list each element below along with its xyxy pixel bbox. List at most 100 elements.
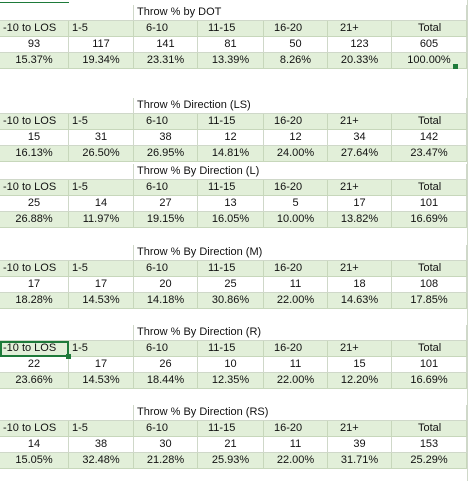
empty-cell[interactable] <box>0 325 69 341</box>
count-cell[interactable]: 13 <box>198 196 264 212</box>
percent-cell[interactable]: 16.69% <box>392 373 467 389</box>
percent-cell[interactable]: 11.97% <box>69 212 134 228</box>
empty-cell[interactable] <box>392 325 467 341</box>
percent-cell[interactable]: 25.93% <box>198 453 264 469</box>
percent-cell[interactable]: 23.66% <box>0 373 69 389</box>
count-cell[interactable]: 34 <box>328 130 392 146</box>
empty-cell[interactable] <box>392 405 467 421</box>
count-cell[interactable]: 5 <box>264 196 328 212</box>
column-header-cell[interactable]: 21+ <box>328 114 392 130</box>
column-header-cell[interactable]: 21+ <box>328 421 392 437</box>
percent-cell[interactable]: 26.88% <box>0 212 69 228</box>
empty-cell[interactable] <box>392 164 467 180</box>
column-header-cell[interactable]: 11-15 <box>198 261 264 277</box>
empty-cell[interactable] <box>69 325 134 341</box>
empty-cell[interactable] <box>198 5 264 21</box>
percent-cell[interactable]: 14.81% <box>198 146 264 162</box>
column-header-cell[interactable]: 11-15 <box>198 421 264 437</box>
count-cell[interactable]: 93 <box>0 37 69 53</box>
percent-cell[interactable]: 23.31% <box>134 53 198 69</box>
column-header-cell[interactable]: 11-15 <box>198 341 264 357</box>
count-cell[interactable]: 81 <box>198 37 264 53</box>
percent-cell[interactable]: 14.18% <box>134 293 198 309</box>
column-header-cell[interactable]: 1-5 <box>69 421 134 437</box>
column-header-cell[interactable]: Total <box>392 421 467 437</box>
percent-cell[interactable]: 25.29% <box>392 453 467 469</box>
percent-cell[interactable]: 15.05% <box>0 453 69 469</box>
count-cell[interactable]: 10 <box>198 357 264 373</box>
column-header-cell[interactable]: 6-10 <box>134 421 198 437</box>
column-header-cell[interactable]: -10 to LOS <box>0 180 69 196</box>
percent-cell[interactable]: 20.33% <box>328 53 392 69</box>
empty-cell[interactable] <box>198 164 264 180</box>
count-cell[interactable]: 605 <box>392 37 467 53</box>
count-cell[interactable]: 153 <box>392 437 467 453</box>
count-cell[interactable]: 50 <box>264 37 328 53</box>
column-header-cell[interactable]: Total <box>392 261 467 277</box>
column-header-cell[interactable]: Total <box>392 114 467 130</box>
count-cell[interactable]: 22 <box>0 357 69 373</box>
empty-cell[interactable] <box>392 98 467 114</box>
percent-cell[interactable]: 8.26% <box>264 53 328 69</box>
count-cell[interactable]: 27 <box>134 196 198 212</box>
percent-cell[interactable]: 27.64% <box>328 146 392 162</box>
percent-cell[interactable]: 15.37% <box>0 53 69 69</box>
count-cell[interactable]: 14 <box>0 437 69 453</box>
count-cell[interactable]: 11 <box>264 277 328 293</box>
column-header-cell[interactable]: Total <box>392 21 467 37</box>
column-header-cell[interactable]: 16-20 <box>264 21 328 37</box>
column-header-cell[interactable]: 16-20 <box>264 341 328 357</box>
count-cell[interactable]: 21 <box>198 437 264 453</box>
percent-cell[interactable]: 16.13% <box>0 146 69 162</box>
percent-cell[interactable]: 14.63% <box>328 293 392 309</box>
count-cell[interactable]: 17 <box>69 357 134 373</box>
empty-cell[interactable] <box>198 98 264 114</box>
count-cell[interactable]: 142 <box>392 130 467 146</box>
count-cell[interactable]: 15 <box>328 357 392 373</box>
column-header-cell[interactable]: 11-15 <box>198 180 264 196</box>
percent-cell[interactable]: 32.48% <box>69 453 134 469</box>
empty-cell[interactable] <box>264 405 328 421</box>
percent-cell[interactable]: 13.82% <box>328 212 392 228</box>
empty-cell[interactable] <box>0 164 69 180</box>
count-cell[interactable]: 108 <box>392 277 467 293</box>
count-cell[interactable]: 18 <box>328 277 392 293</box>
empty-cell[interactable] <box>328 405 392 421</box>
count-cell[interactable]: 141 <box>134 37 198 53</box>
empty-cell[interactable] <box>69 245 134 261</box>
column-header-cell[interactable]: 1-5 <box>69 180 134 196</box>
column-header-cell[interactable]: 1-5 <box>69 21 134 37</box>
empty-cell[interactable] <box>328 245 392 261</box>
percent-cell[interactable]: 21.28% <box>134 453 198 469</box>
percent-cell[interactable]: 14.53% <box>69 293 134 309</box>
empty-cell[interactable] <box>198 325 264 341</box>
column-header-cell[interactable]: 6-10 <box>134 180 198 196</box>
column-header-cell[interactable]: 1-5 <box>69 341 134 357</box>
percent-cell[interactable]: 100.00% <box>392 53 467 69</box>
percent-cell[interactable]: 31.71% <box>328 453 392 469</box>
column-header-cell[interactable]: 21+ <box>328 261 392 277</box>
empty-cell[interactable] <box>392 245 467 261</box>
percent-cell[interactable]: 13.39% <box>198 53 264 69</box>
column-header-cell[interactable]: 6-10 <box>134 261 198 277</box>
column-header-cell[interactable]: 6-10 <box>134 341 198 357</box>
percent-cell[interactable]: 16.69% <box>392 212 467 228</box>
column-header-cell[interactable]: -10 to LOS <box>0 114 69 130</box>
table-title[interactable]: Throw % By Direction (L) <box>134 164 259 180</box>
count-cell[interactable]: 17 <box>0 277 69 293</box>
empty-cell[interactable] <box>328 98 392 114</box>
percent-cell[interactable]: 16.05% <box>198 212 264 228</box>
count-cell[interactable]: 31 <box>69 130 134 146</box>
empty-cell[interactable] <box>264 98 328 114</box>
empty-cell[interactable] <box>328 325 392 341</box>
empty-cell[interactable] <box>198 405 264 421</box>
column-header-cell[interactable]: Total <box>392 341 467 357</box>
column-header-cell[interactable]: 11-15 <box>198 114 264 130</box>
empty-cell[interactable] <box>69 98 134 114</box>
table-title[interactable]: Throw % by DOT <box>134 5 221 21</box>
column-header-cell[interactable]: 11-15 <box>198 21 264 37</box>
count-cell[interactable]: 25 <box>198 277 264 293</box>
percent-cell[interactable]: 22.00% <box>264 453 328 469</box>
column-header-cell[interactable]: 6-10 <box>134 21 198 37</box>
empty-cell[interactable] <box>69 164 134 180</box>
